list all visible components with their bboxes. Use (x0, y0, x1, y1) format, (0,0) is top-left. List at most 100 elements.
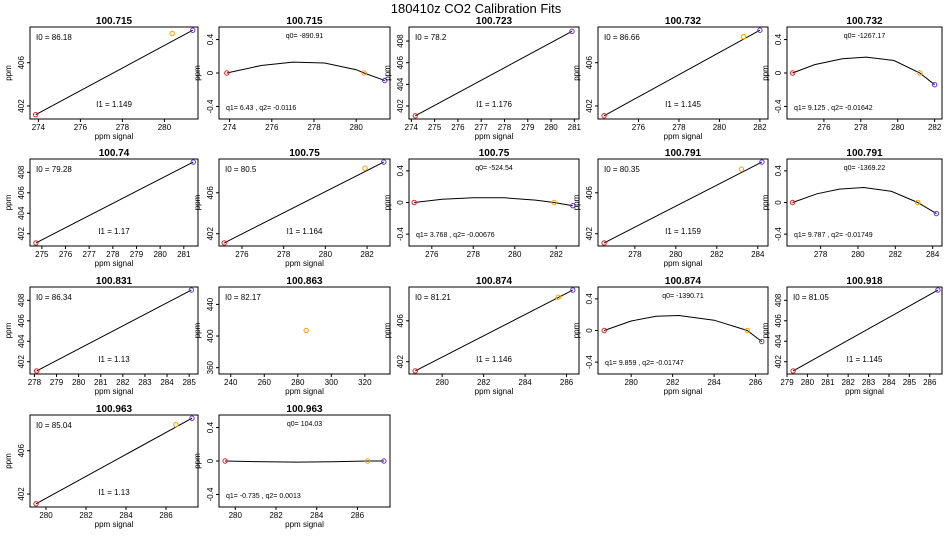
y-axis-label: ppm (4, 322, 13, 338)
data-point (933, 210, 940, 217)
x-tick-label: 279 (130, 250, 144, 259)
i0-annotation: I0 = 80.5 (225, 165, 257, 174)
panel-title: 100.75 (289, 148, 320, 159)
x-tick-label: 320 (358, 378, 372, 387)
x-tick-label: 278 (854, 123, 868, 132)
fit-line (603, 29, 761, 117)
y-tick-label: 406 (17, 55, 26, 69)
panel-title: 100.75 (479, 148, 510, 159)
y-tick-label: 402 (396, 354, 405, 368)
x-tick-label: 260 (258, 378, 272, 387)
y-tick-label: 0.4 (774, 33, 783, 45)
q0-annotation: q0= 104.03 (287, 421, 322, 428)
data-point (412, 368, 418, 374)
panel-title: 100.723 (476, 16, 513, 27)
x-tick-label: 286 (749, 378, 763, 387)
plot-frame (29, 286, 199, 375)
panel-12: 100.863 240 260 280 300 320 360 400 440 ppm signa… (193, 276, 391, 396)
i0-annotation: I0 = 81.21 (415, 293, 451, 302)
data-point (33, 368, 40, 374)
q0-annotation: q0= -524.54 (475, 165, 513, 172)
data-point (381, 458, 387, 464)
data-point (224, 70, 230, 76)
x-tick-label: 276 (632, 123, 646, 132)
y-axis-label: ppm (193, 453, 202, 469)
i1-annotation: I1 = 1.149 (96, 100, 132, 109)
x-tick-label: 282 (889, 250, 903, 259)
plot-frame (597, 26, 769, 120)
plot-frame (29, 158, 199, 247)
fit-line (35, 29, 193, 116)
panel-title: 100.791 (846, 148, 883, 159)
fit-line (603, 161, 763, 244)
i0-annotation: I0 = 79.28 (36, 165, 72, 174)
y-tick-label: 406 (774, 314, 783, 328)
y-tick-label: 406 (17, 443, 26, 457)
i1-annotation: I1 = 1.145 (847, 355, 883, 364)
x-tick-label: 276 (817, 123, 831, 132)
x-tick-label: 277 (82, 250, 96, 259)
panel-title: 100.732 (665, 16, 702, 27)
residual-curve (225, 460, 384, 463)
y-tick-label: 0 (774, 70, 783, 75)
y-tick-label: 0 (396, 200, 405, 205)
panel-title: 100.963 (96, 404, 133, 415)
data-point (738, 166, 745, 172)
x-axis-label: ppm signal (285, 520, 324, 529)
data-point (569, 28, 575, 35)
y-tick-label: -0.4 (585, 355, 594, 369)
y-axis-label: ppm (572, 65, 581, 81)
i0-annotation: I0 = 80.35 (604, 165, 640, 174)
x-tick-label: 286 (560, 378, 574, 387)
x-tick-label: 279 (50, 378, 64, 387)
panel-title: 100.874 (476, 276, 513, 287)
panel-14: 100.874 280 282 284 286 -0.4 0 0.4 ppm signal ppm… (572, 276, 769, 396)
y-axis-label: ppm (761, 194, 770, 210)
data-point (917, 70, 923, 76)
data-point (32, 111, 39, 118)
x-tick-label: 280 (435, 378, 449, 387)
fit-line (414, 289, 574, 372)
panel-title: 100.918 (846, 276, 883, 287)
x-tick-label: 282 (550, 250, 564, 259)
y-tick-label: 0 (206, 70, 215, 75)
x-tick-label: 283 (862, 378, 876, 387)
y-tick-label: 406 (17, 186, 26, 200)
data-point (555, 294, 561, 300)
panel-title: 100.715 (96, 16, 133, 27)
y-axis-label: ppm (761, 322, 770, 338)
panel-15: 100.918 279 280 281 282 283 284 285 286 402 404 406… (761, 276, 943, 396)
plot-frame (218, 158, 391, 247)
x-tick-label: 284 (751, 250, 765, 259)
panels: 100.715 274 276 278 280 402 406 ppm signal ppm I0… (4, 16, 943, 529)
x-axis-label: ppm signal (285, 387, 324, 396)
data-point (757, 27, 763, 33)
x-tick-label: 286 (923, 378, 937, 387)
y-tick-label: 440 (206, 297, 215, 311)
panel-16: 100.963 280 282 284 286 402 406 ppm signal ppm I0… (4, 404, 199, 529)
y-axis-label: ppm (193, 194, 202, 210)
y-tick-label: 0 (585, 328, 594, 333)
y-tick-label: 0 (206, 458, 215, 463)
y-axis-label: ppm (383, 322, 392, 338)
x-tick-label: 281 (177, 250, 191, 259)
data-point (601, 240, 607, 246)
y-tick-label: 406 (396, 55, 405, 69)
panel-8: 100.75 276 278 280 282 -0.4 0 0.4 ppm q0= -524.54… (383, 148, 580, 259)
panel-title: 100.715 (286, 16, 323, 27)
q1-q2-annotation: q1= 6.43 , q2= -0.0116 (226, 105, 296, 112)
data-point (190, 159, 196, 165)
y-tick-label: 408 (17, 165, 26, 179)
fit-line (36, 289, 192, 372)
panel-title: 100.732 (846, 16, 883, 27)
panel-9: 100.791 278 280 282 284 402 406 ppm signal ppm I0… (572, 148, 769, 268)
x-tick-label: 282 (79, 511, 93, 520)
x-tick-label: 278 (628, 250, 642, 259)
y-tick-label: -0.4 (774, 227, 783, 241)
x-tick-label: 285 (903, 378, 917, 387)
y-tick-label: 408 (396, 34, 405, 48)
x-tick-label: 285 (182, 378, 196, 387)
x-tick-label: 279 (780, 378, 794, 387)
data-point (741, 34, 747, 40)
plot-frame (29, 26, 199, 120)
